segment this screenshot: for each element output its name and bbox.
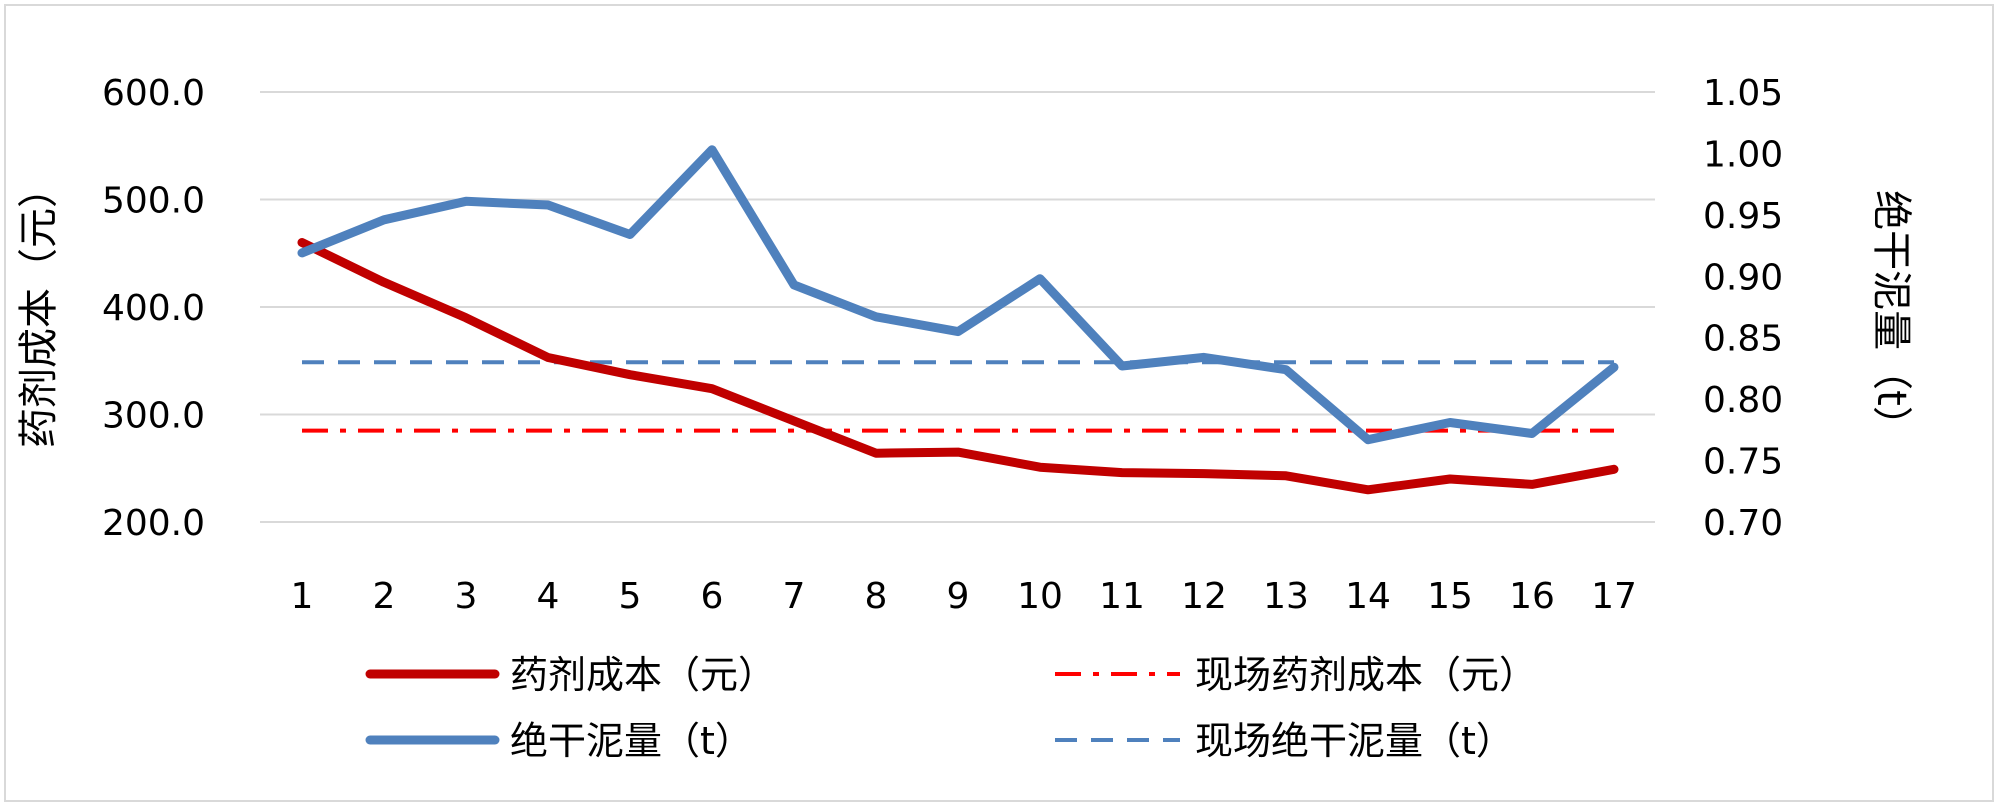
legend-label-3: 绝干泥量（t） (510, 719, 753, 763)
left-tick-label: 600.0 (102, 73, 205, 114)
x-tick-label: 1 (291, 576, 314, 617)
x-tick-label: 8 (865, 576, 888, 617)
x-axis-ticks: 1 2 3 4 5 6 7 8 9 10 11 12 13 14 15 16 17 (291, 576, 1637, 617)
legend-label-4: 现场绝干泥量（t） (1195, 719, 1514, 763)
left-tick-label: 400.0 (102, 288, 205, 329)
right-tick-label: 0.75 (1703, 442, 1783, 483)
x-tick-label: 7 (783, 576, 806, 617)
left-tick-label: 500.0 (102, 181, 205, 222)
right-axis-title: 绝干泥量（t） (1868, 190, 1914, 446)
right-tick-label: 0.85 (1703, 319, 1783, 360)
right-axis-ticks: 0.70 0.75 0.80 0.85 0.90 0.95 1.00 1.05 (1703, 73, 1783, 544)
x-tick-label: 5 (619, 576, 642, 617)
x-tick-label: 6 (701, 576, 724, 617)
x-tick-label: 13 (1263, 576, 1309, 617)
chart-frame (4, 4, 1994, 802)
right-tick-label: 0.80 (1703, 380, 1783, 421)
right-tick-label: 0.90 (1703, 257, 1783, 298)
x-tick-label: 16 (1509, 576, 1555, 617)
x-tick-label: 4 (537, 576, 560, 617)
x-tick-label: 9 (947, 576, 970, 617)
x-tick-label: 2 (373, 576, 396, 617)
legend-label-2: 现场药剂成本（元） (1195, 653, 1537, 697)
x-tick-label: 17 (1591, 576, 1637, 617)
x-tick-label: 11 (1099, 576, 1145, 617)
x-tick-label: 12 (1181, 576, 1227, 617)
right-tick-label: 1.05 (1703, 73, 1783, 114)
left-tick-label: 300.0 (102, 396, 205, 437)
x-tick-label: 15 (1427, 576, 1473, 617)
x-tick-label: 14 (1345, 576, 1391, 617)
right-tick-label: 0.95 (1703, 196, 1783, 237)
left-axis-ticks: 200.0 300.0 400.0 500.0 600.0 (102, 73, 205, 544)
legend-label-1: 药剂成本（元） (510, 653, 776, 697)
left-tick-label: 200.0 (102, 503, 205, 544)
right-tick-label: 1.00 (1703, 134, 1783, 175)
legend: 药剂成本（元） 现场药剂成本（元） 绝干泥量（t） 现场绝干泥量（t） (365, 653, 1537, 763)
left-axis-title: 药剂成本（元） (16, 168, 62, 448)
gridlines (260, 91, 1655, 523)
series-line-3 (297, 145, 1619, 445)
series-lines (297, 145, 1619, 495)
series-line-1 (297, 238, 1619, 495)
x-tick-label: 3 (455, 576, 478, 617)
right-tick-label: 0.70 (1703, 503, 1783, 544)
x-tick-label: 10 (1017, 576, 1063, 617)
